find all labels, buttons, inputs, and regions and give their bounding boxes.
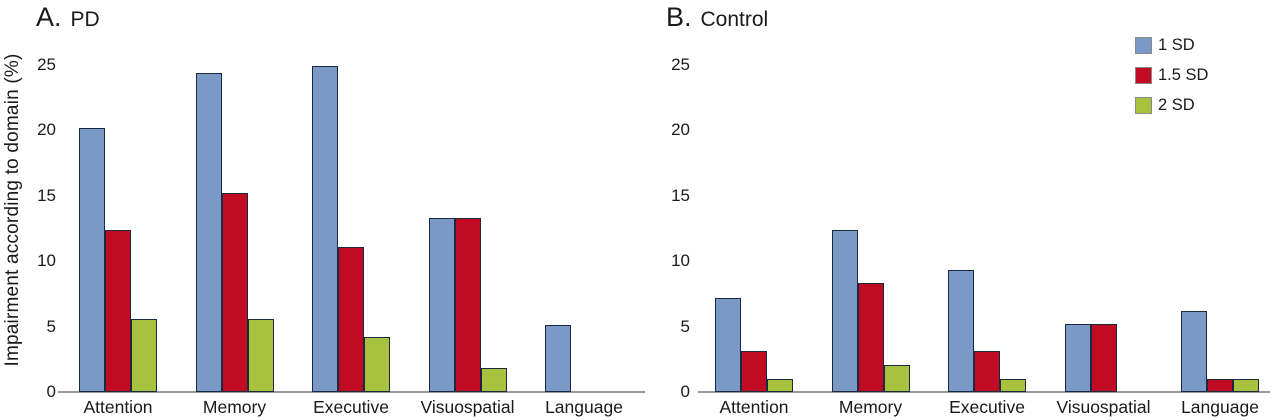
y-tick-label: 0 (46, 382, 56, 401)
y-tick-label: 15 (671, 185, 690, 205)
bar-1SD-executive (312, 66, 338, 392)
category-label-executive: Executive (313, 397, 389, 417)
y-tick-label: 5 (680, 316, 690, 336)
panel-a-letter: A. (36, 2, 62, 32)
legend-label-1-5sd: 1.5 SD (1158, 65, 1209, 84)
bar-15SD-visuospatial (1090, 323, 1117, 392)
y-tick-label: 15 (37, 185, 56, 205)
legend: 1 SD 1.5 SD 2 SD (1135, 30, 1208, 120)
bar-15SD-attention (741, 351, 767, 392)
category-label-executive: Executive (949, 397, 1025, 417)
bar-2SD-executive (364, 337, 390, 392)
y-tick-label: 5 (46, 316, 56, 336)
category-label-memory: Memory (202, 397, 267, 417)
legend-item-2sd: 2 SD (1135, 90, 1208, 120)
category-label-visuospatial: Visuospatial (1056, 397, 1151, 417)
bar-15SD-executive (338, 246, 364, 392)
y-tick-label: 0 (680, 382, 690, 401)
bar-15SD-language (1207, 378, 1233, 392)
y-tick-label: 10 (671, 251, 690, 271)
category-label-memory: Memory (838, 397, 903, 417)
bar-1SD-language (1181, 310, 1207, 392)
y-tick-label: 20 (37, 120, 56, 140)
bar-2SD-attention (767, 378, 793, 392)
legend-item-1sd: 1 SD (1135, 30, 1208, 60)
panel-a-title-text: PD (70, 8, 100, 31)
bar-2SD-memory (883, 364, 910, 392)
legend-swatch-2sd-icon (1135, 96, 1152, 114)
legend-swatch-1sd-icon (1135, 36, 1152, 54)
y-tick-label: 25 (37, 55, 56, 74)
category-label-visuospatial: Visuospatial (420, 397, 515, 417)
bar-1SD-executive (948, 270, 974, 392)
panel-b-title-text: Control (700, 8, 769, 31)
bar-1SD-visuospatial (1064, 323, 1091, 392)
bar-2SD-language (1233, 378, 1259, 392)
bar-15SD-memory (221, 193, 248, 392)
y-tick-label: 10 (37, 251, 56, 271)
category-label-attention: Attention (719, 397, 789, 417)
bar-1SD-attention (79, 127, 105, 392)
bar-1SD-visuospatial (428, 218, 455, 392)
y-tick-label: 25 (671, 55, 690, 74)
bar-15SD-executive (974, 351, 1000, 392)
bar-2SD-memory (247, 318, 274, 392)
panel-a-title: A. PD (36, 2, 100, 33)
legend-label-1sd: 1 SD (1158, 35, 1195, 54)
legend-label-2sd: 2 SD (1158, 95, 1195, 114)
category-label-attention: Attention (83, 397, 153, 417)
panel-b-title: B. Control (666, 2, 768, 33)
bar-15SD-attention (105, 229, 131, 392)
bar-2SD-attention (131, 318, 157, 392)
bar-1SD-language (545, 325, 571, 392)
legend-item-1-5sd: 1.5 SD (1135, 60, 1208, 90)
category-label-language: Language (545, 397, 623, 417)
legend-swatch-1-5sd-icon (1135, 66, 1152, 84)
category-label-language: Language (1181, 397, 1259, 417)
y-tick-label: 20 (671, 120, 690, 140)
bar-15SD-memory (857, 283, 884, 392)
bar-15SD-visuospatial (454, 218, 481, 392)
panel-b-letter: B. (666, 2, 692, 32)
bar-1SD-memory (831, 229, 858, 392)
bar-1SD-memory (195, 72, 222, 392)
x-axis-line (58, 391, 645, 393)
x-axis-line (698, 391, 1270, 393)
bar-2SD-executive (1000, 378, 1026, 392)
bar-1SD-attention (715, 297, 741, 392)
bar-2SD-visuospatial (480, 368, 507, 392)
